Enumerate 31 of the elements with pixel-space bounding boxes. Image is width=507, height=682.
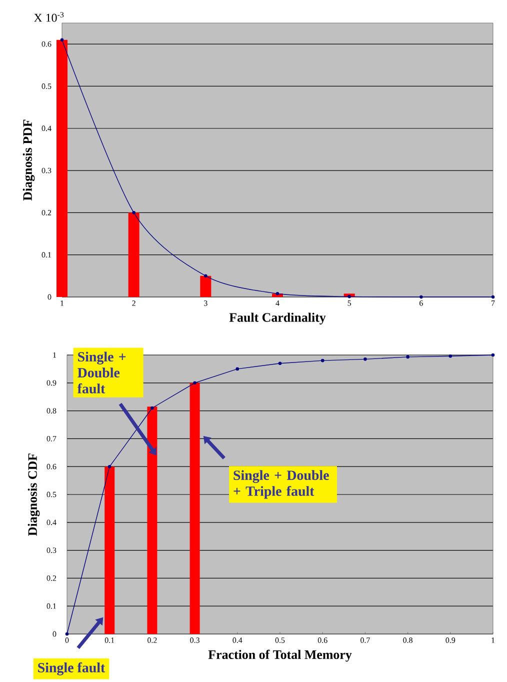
x-axis-title: Fault Cardinality [229,312,326,324]
point [491,295,495,299]
x-axis-title: Fraction of Total Memory [208,650,352,662]
annotation: Single + Double + Triple fault [234,470,329,499]
point [132,211,136,214]
point [193,381,196,385]
point [60,38,64,42]
point [276,292,280,296]
point [108,464,112,468]
point [150,406,154,410]
point [65,632,69,636]
text: X 10$^{-3}$ [34,12,64,22]
bar [104,466,115,634]
bar [128,212,140,297]
point [320,358,324,362]
bar [200,276,212,297]
point [348,294,351,298]
y-axis-title: Diagnosis CDF [28,454,40,536]
annotation: Single + Double fault [77,352,126,394]
y-axis-title: Diagnosis PDF [22,120,35,201]
point [491,353,495,357]
point [204,274,208,278]
point [406,355,410,359]
point [420,295,423,299]
bar [147,406,158,634]
point [278,362,282,366]
annotation: Single fault [38,662,106,676]
point [364,358,367,361]
bar [190,382,200,634]
point [448,354,452,358]
point [236,367,240,371]
